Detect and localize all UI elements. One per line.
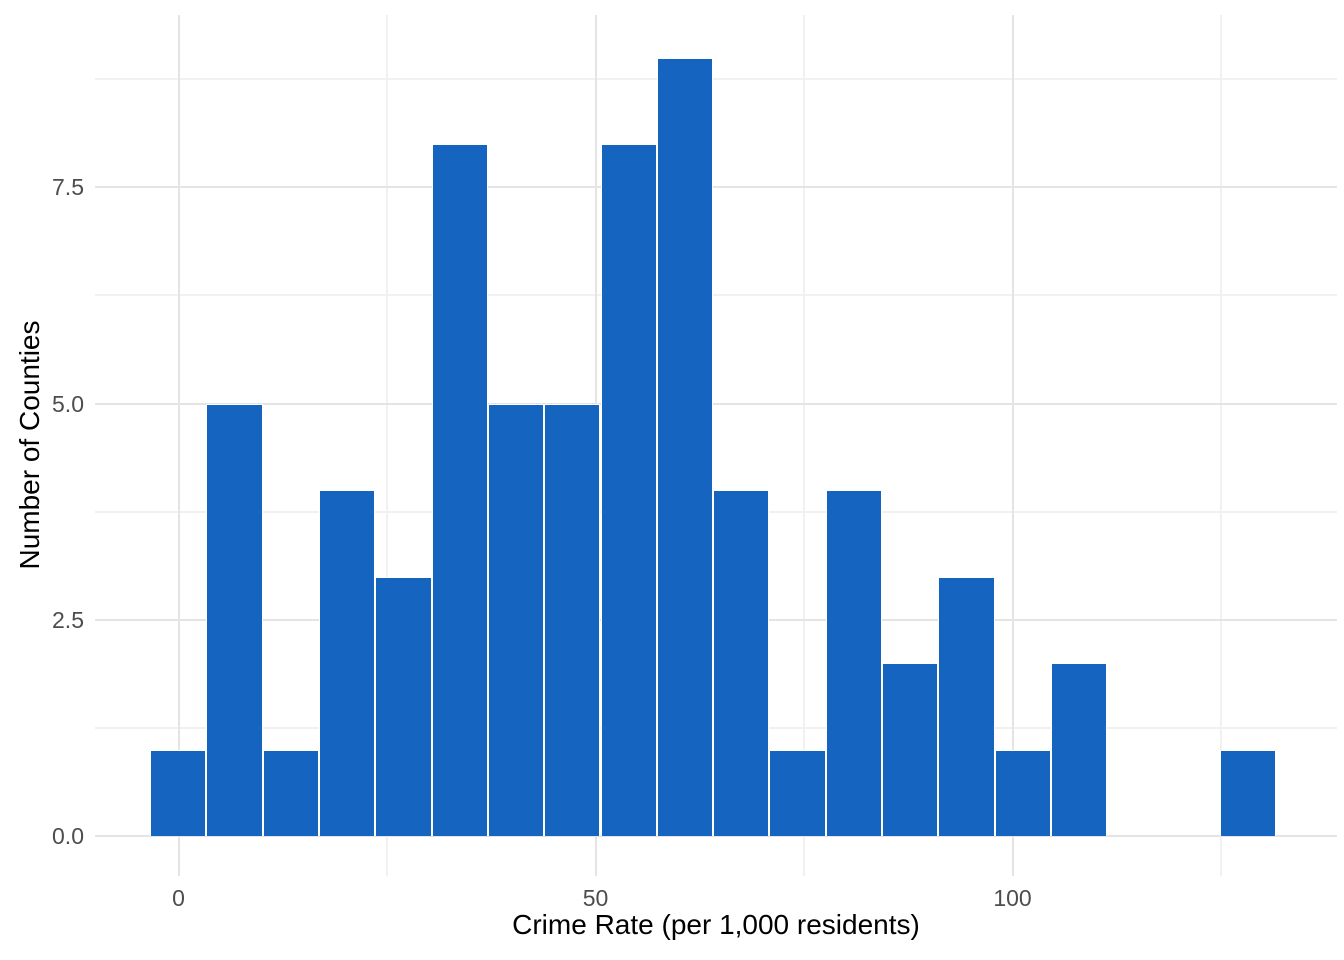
y-axis-title: Number of Counties: [14, 320, 45, 570]
histogram-bar: [994, 749, 1051, 836]
x-tick-label: 50: [582, 885, 609, 911]
y-tick-label: 7.5: [52, 174, 84, 201]
histogram-bar: [769, 749, 826, 836]
histogram-bar: [375, 576, 432, 836]
x-tick-label: 100: [993, 885, 1032, 911]
x-tick-label: 0: [172, 885, 185, 911]
gridline-x-minor: [1220, 15, 1222, 876]
gridline-x-minor: [803, 15, 805, 876]
histogram-bar: [881, 663, 939, 836]
histogram-bar: [600, 144, 657, 836]
histogram-bar: [431, 144, 488, 836]
histogram-bar: [1219, 749, 1277, 836]
gridline-x-minor: [386, 15, 388, 876]
gridline-x-major: [1011, 15, 1014, 876]
gridline-y-minor: [95, 294, 1337, 297]
histogram-bar: [544, 403, 601, 836]
plot-panel: [95, 15, 1337, 876]
gridline-y-major: [95, 186, 1337, 189]
histogram-bar: [150, 749, 207, 836]
gridline-x-major: [177, 15, 180, 876]
histogram-bar: [319, 490, 376, 836]
histogram-bar: [713, 490, 770, 836]
y-tick-label: 2.5: [52, 606, 84, 633]
histogram-bar: [1050, 663, 1108, 836]
gridline-y-minor: [95, 78, 1337, 81]
histogram-bar: [656, 57, 714, 836]
x-axis-title: Crime Rate (per 1,000 residents): [512, 909, 920, 940]
gridline-y-major: [95, 835, 1337, 837]
y-tick-label: 0.0: [52, 823, 84, 849]
histogram-bar: [262, 749, 319, 836]
histogram-bar: [206, 403, 263, 836]
histogram-bar: [487, 403, 545, 836]
gridline-y-major: [95, 402, 1337, 405]
histogram-bar: [938, 576, 995, 836]
histogram-bar: [825, 490, 882, 836]
y-tick-label: 5.0: [52, 390, 84, 417]
